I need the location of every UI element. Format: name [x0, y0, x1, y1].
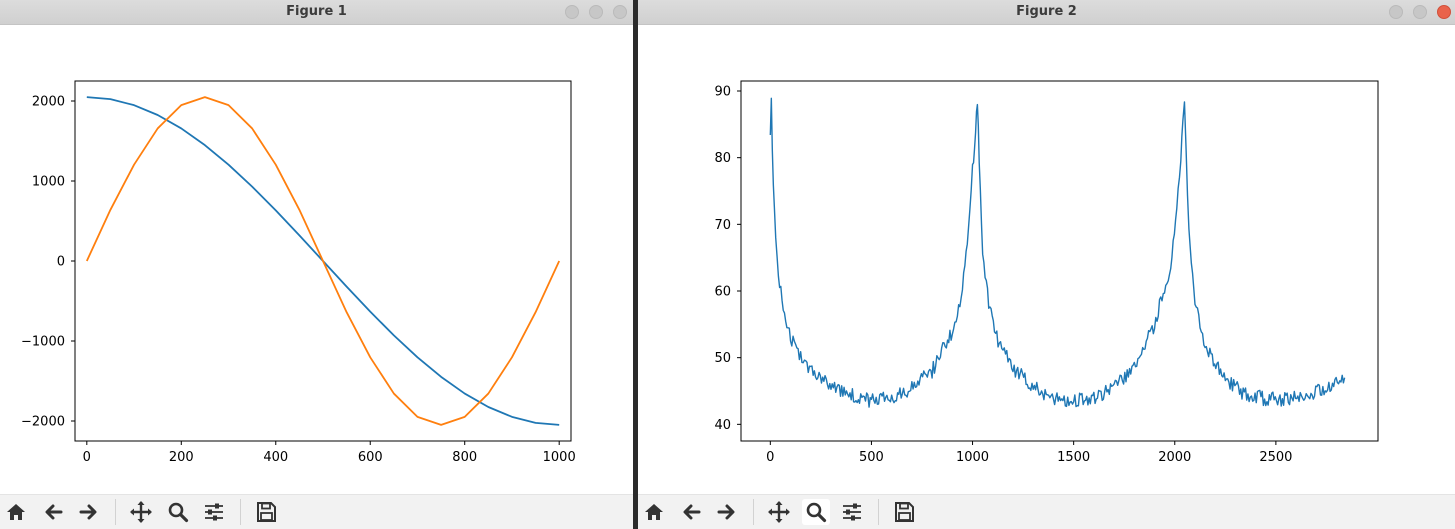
back-button[interactable]: [677, 499, 705, 525]
title-bar[interactable]: Figure 1: [0, 0, 633, 25]
x-tick-label: 500: [859, 450, 884, 465]
configure-button[interactable]: [838, 499, 866, 525]
maximize-button[interactable]: [589, 5, 603, 19]
x-tick-label: 1000: [543, 450, 576, 465]
configure-icon: [843, 503, 861, 521]
maximize-button[interactable]: [1413, 5, 1427, 19]
toolbar-separator: [240, 499, 241, 525]
x-tick-label: 200: [169, 450, 194, 465]
save-button[interactable]: [890, 499, 918, 525]
figure-2-window: Figure 2 0 500 1000 1500 2000 2500 40 50 60 70 80 9…: [638, 0, 1455, 529]
x-tick-label: 800: [452, 450, 477, 465]
y-tick-label: 50: [714, 351, 731, 366]
x-tick-label: 1500: [1057, 450, 1090, 465]
chart-figure-1: 0 200 400 600 800 1000 −2000 −1000 0 1000 2000: [21, 80, 576, 465]
home-button[interactable]: [640, 499, 668, 525]
x-tick-label: 0: [766, 450, 774, 465]
x-tick-label: 400: [263, 450, 288, 465]
window-title: Figure 1: [286, 4, 347, 19]
y-tick-label: 2000: [32, 95, 65, 110]
toolbar: [0, 494, 633, 529]
save-icon: [257, 502, 276, 522]
x-tick-label: 1000: [956, 450, 989, 465]
pan-button[interactable]: [765, 499, 793, 525]
back-icon: [683, 504, 701, 520]
y-tick-label: 90: [714, 85, 731, 100]
save-button[interactable]: [252, 499, 280, 525]
window-title: Figure 2: [1016, 4, 1077, 19]
pan-icon: [768, 501, 790, 523]
toolbar-separator: [115, 499, 116, 525]
figure-1-window: Figure 1 0 200 400 600 800 1000 −2000 −1000 0 100…: [0, 0, 633, 529]
pan-icon: [130, 501, 152, 523]
zoom-button[interactable]: [802, 499, 830, 525]
forward-button[interactable]: [75, 499, 103, 525]
x-tick-label: 600: [358, 450, 383, 465]
forward-button[interactable]: [713, 499, 741, 525]
y-tick-label: 80: [714, 151, 731, 166]
toolbar-separator: [878, 499, 879, 525]
x-tick-label: 0: [83, 450, 91, 465]
y-tick-label: −1000: [21, 335, 65, 350]
save-icon: [895, 502, 914, 522]
minimize-button[interactable]: [1389, 5, 1403, 19]
back-button[interactable]: [39, 499, 67, 525]
back-icon: [45, 504, 63, 520]
toolbar-separator: [753, 499, 754, 525]
y-tick-label: 70: [714, 218, 731, 233]
axes-frame: [740, 80, 1379, 442]
configure-icon: [205, 503, 223, 521]
close-button[interactable]: [613, 5, 627, 19]
x-tick-label: 2500: [1259, 450, 1292, 465]
zoom-icon: [168, 502, 189, 523]
configure-button[interactable]: [200, 499, 228, 525]
home-icon: [7, 504, 25, 520]
y-tick-label: −2000: [21, 415, 65, 430]
forward-icon: [79, 504, 97, 520]
y-tick-label: 40: [714, 418, 731, 433]
title-bar[interactable]: Figure 2: [638, 0, 1455, 25]
x-tick-label: 2000: [1158, 450, 1191, 465]
series-line-1: [769, 97, 1346, 408]
chart-figure-2: 0 500 1000 1500 2000 2500 40 50 60 70 80 90: [714, 80, 1379, 465]
y-tick-label: 1000: [32, 175, 65, 190]
y-tick-label: 60: [714, 285, 731, 300]
forward-icon: [717, 504, 735, 520]
pan-button[interactable]: [127, 499, 155, 525]
zoom-icon: [806, 502, 827, 523]
series-line-2: [85, 96, 561, 426]
y-tick-label: 0: [57, 255, 65, 270]
close-button[interactable]: [1437, 5, 1451, 19]
home-button[interactable]: [2, 499, 30, 525]
home-icon: [645, 504, 663, 520]
toolbar: [638, 494, 1455, 529]
minimize-button[interactable]: [565, 5, 579, 19]
zoom-button[interactable]: [164, 499, 192, 525]
